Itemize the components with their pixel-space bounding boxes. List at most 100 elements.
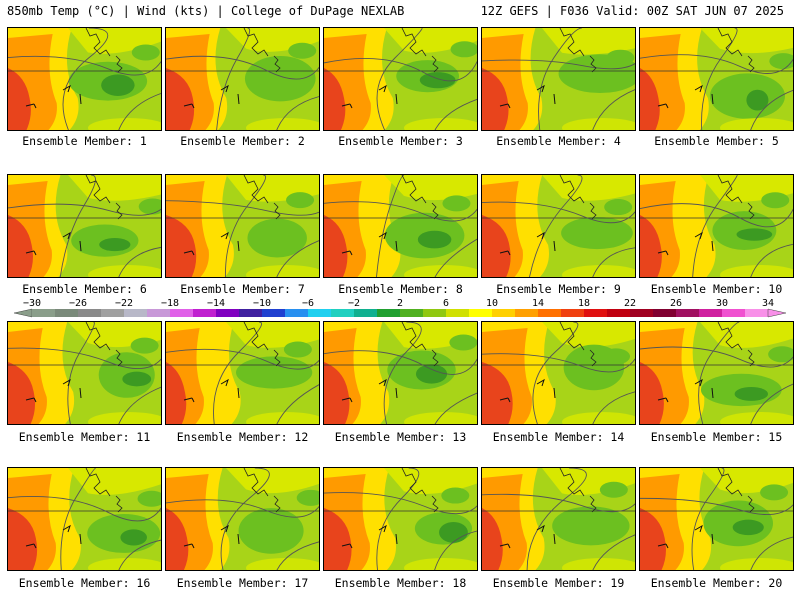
colorbar-segment	[653, 309, 677, 317]
temperature-field-map	[324, 468, 477, 570]
temperature-field-map	[8, 175, 161, 277]
temperature-field-map	[482, 28, 635, 130]
colorbar-segment	[285, 309, 309, 317]
ensemble-member-label: Ensemble Member: 11	[18, 430, 151, 444]
colorbar-tick-label: −22	[115, 298, 133, 309]
colorbar-segment	[147, 309, 171, 317]
ensemble-member-label: Ensemble Member: 9	[496, 282, 621, 296]
colorbar-tick-label: −14	[207, 298, 225, 309]
ensemble-member-label: Ensemble Member: 7	[180, 282, 305, 296]
ensemble-member-label: Ensemble Member: 2	[180, 134, 305, 148]
colorbar-tick-label: 6	[443, 298, 449, 309]
ensemble-map-panel	[7, 27, 162, 131]
colorbar-tick-label: −26	[69, 298, 87, 309]
temperature-field-map	[640, 322, 793, 424]
colorbar-tick-label: −10	[253, 298, 271, 309]
ensemble-member-label: Ensemble Member: 19	[492, 576, 625, 590]
header-run-info: 12Z GEFS | F036 Valid: 00Z SAT JUN 07 20…	[480, 4, 784, 18]
temperature-field-map	[8, 28, 161, 130]
ensemble-member-label: Ensemble Member: 17	[176, 576, 309, 590]
ensemble-map-panel	[481, 27, 636, 131]
ensemble-map-panel	[7, 321, 162, 425]
ensemble-map-panel	[639, 321, 794, 425]
colorbar-segment	[469, 309, 493, 317]
colorbar-segment	[722, 309, 746, 317]
colorbar-segment	[607, 309, 631, 317]
ensemble-map-panel	[639, 174, 794, 278]
ensemble-member-label: Ensemble Member: 18	[334, 576, 467, 590]
colorbar-segment	[239, 309, 263, 317]
colorbar-segment	[492, 309, 516, 317]
ensemble-map-panel	[481, 467, 636, 571]
temperature-field-map	[482, 468, 635, 570]
temperature-field-map	[166, 28, 319, 130]
ensemble-member-label: Ensemble Member: 6	[22, 282, 147, 296]
temperature-field-map	[166, 468, 319, 570]
ensemble-map-panel	[165, 174, 320, 278]
ensemble-map-panel	[323, 467, 478, 571]
colorbar-segment	[400, 309, 424, 317]
colorbar-segment	[170, 309, 194, 317]
colorbar-tick-label: 10	[486, 298, 498, 309]
colorbar-segment	[193, 309, 217, 317]
ensemble-member-label: Ensemble Member: 1	[22, 134, 147, 148]
colorbar-right-arrow	[767, 308, 787, 318]
ensemble-member-label: Ensemble Member: 14	[492, 430, 625, 444]
temperature-field-map	[8, 322, 161, 424]
colorbar-tick-label: 34	[762, 298, 774, 309]
ensemble-map-panel	[7, 467, 162, 571]
colorbar-tick-label: 18	[578, 298, 590, 309]
colorbar-segment	[676, 309, 700, 317]
colorbar-segment	[630, 309, 654, 317]
temperature-colorbar: −30−26−22−18−14−10−6−2261014182226303438…	[13, 298, 787, 318]
colorbar-segment	[308, 309, 332, 317]
ensemble-map-panel	[639, 27, 794, 131]
ensemble-map-panel	[323, 27, 478, 131]
ensemble-member-label: Ensemble Member: 16	[18, 576, 151, 590]
temperature-field-map	[324, 175, 477, 277]
colorbar-segment	[354, 309, 378, 317]
colorbar-tick-label: −6	[302, 298, 314, 309]
ensemble-map-panel	[481, 321, 636, 425]
colorbar-segment	[515, 309, 539, 317]
temperature-field-map	[640, 175, 793, 277]
ensemble-member-label: Ensemble Member: 20	[650, 576, 783, 590]
ensemble-map-panel	[639, 467, 794, 571]
colorbar-tick-label: 26	[670, 298, 682, 309]
colorbar-left-arrow	[13, 308, 33, 318]
ensemble-map-panel	[481, 174, 636, 278]
colorbar-tick-label: 14	[532, 298, 544, 309]
ensemble-member-label: Ensemble Member: 12	[176, 430, 309, 444]
colorbar-segment	[101, 309, 125, 317]
ensemble-map-panel	[165, 467, 320, 571]
temperature-field-map	[166, 322, 319, 424]
colorbar-segment	[446, 309, 470, 317]
ensemble-map-panel	[7, 174, 162, 278]
temperature-field-map	[166, 175, 319, 277]
colorbar-segment	[216, 309, 240, 317]
colorbar-tick-label: −30	[23, 298, 41, 309]
colorbar-segment	[32, 309, 56, 317]
colorbar-segment	[538, 309, 562, 317]
colorbar-segment	[699, 309, 723, 317]
ensemble-member-label: Ensemble Member: 13	[334, 430, 467, 444]
temperature-field-map	[8, 468, 161, 570]
colorbar-tick-label: −2	[348, 298, 360, 309]
colorbar-segment	[423, 309, 447, 317]
colorbar-segment	[584, 309, 608, 317]
colorbar-segment	[124, 309, 148, 317]
ensemble-member-label: Ensemble Member: 5	[654, 134, 779, 148]
ensemble-map-panel	[323, 174, 478, 278]
ensemble-member-label: Ensemble Member: 15	[650, 430, 783, 444]
colorbar-tick-label: 30	[716, 298, 728, 309]
temperature-field-map	[324, 322, 477, 424]
temperature-field-map	[482, 175, 635, 277]
ensemble-member-label: Ensemble Member: 3	[338, 134, 463, 148]
colorbar-segment	[561, 309, 585, 317]
colorbar-segment	[745, 309, 769, 317]
colorbar-tick-label: 2	[397, 298, 403, 309]
ensemble-map-panel	[165, 321, 320, 425]
ensemble-map-panel	[165, 27, 320, 131]
temperature-field-map	[640, 28, 793, 130]
header-title: 850mb Temp (°C) | Wind (kts) | College o…	[7, 4, 405, 18]
